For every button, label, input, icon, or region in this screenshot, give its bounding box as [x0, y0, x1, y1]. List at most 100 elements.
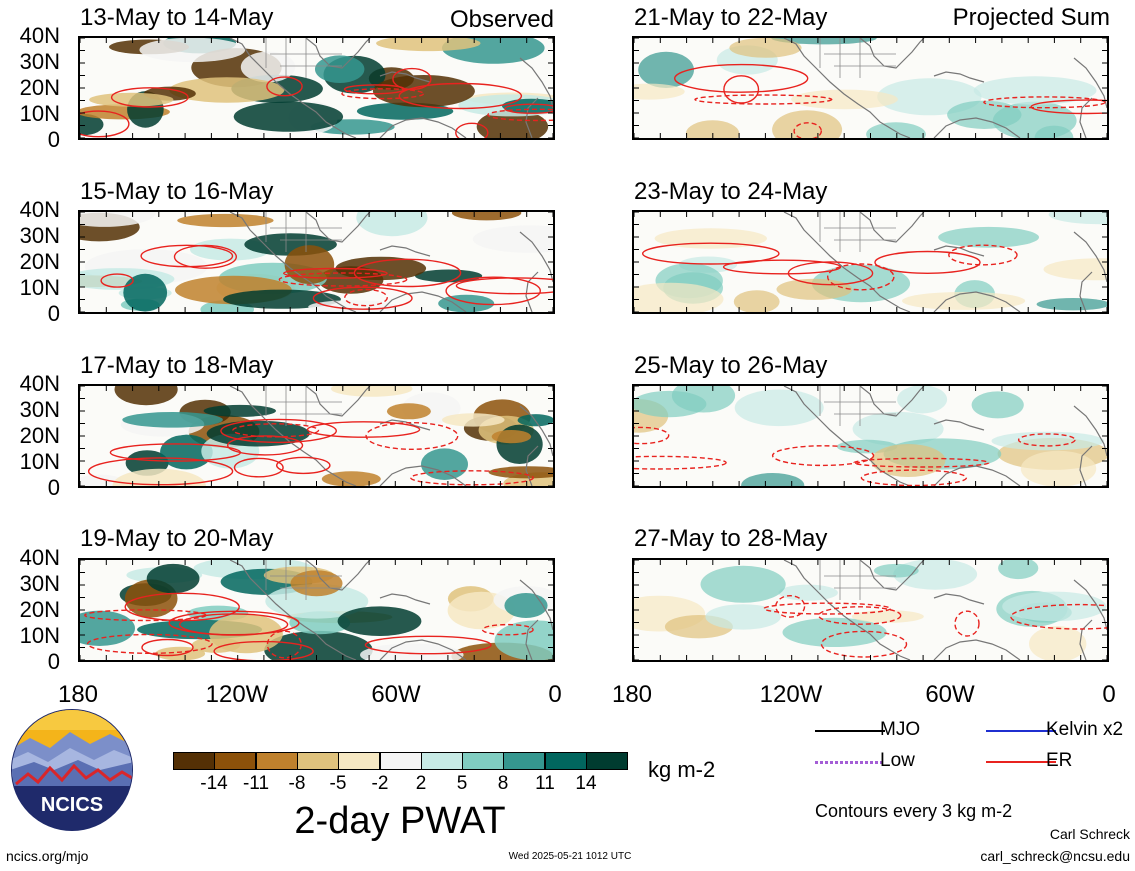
longitude-label: 180 [57, 681, 99, 708]
pwat-anomaly-blob [442, 413, 505, 427]
pwat-anomaly-blob [992, 101, 1077, 138]
coastline [229, 386, 553, 486]
pwat-anomaly-blob [776, 278, 853, 300]
pwat-anomaly-blob [315, 55, 365, 83]
pwat-anomaly-blob [685, 120, 740, 138]
ncics-logo: NCICS [10, 708, 134, 832]
contour-note: Contours every 3 kg m-2 [815, 801, 1013, 821]
legend-low: Low [880, 750, 915, 771]
axis-ticks [634, 386, 1107, 486]
er-contour [173, 244, 237, 269]
pwat-anomaly-blob [1048, 212, 1107, 225]
pwat-map-panel [78, 558, 555, 662]
er-contour [820, 630, 908, 658]
footer-timestamp: Wed 2025-05-21 1012 UTC [508, 851, 632, 862]
pwat-anomaly-blob [852, 411, 944, 446]
latitude-label: 30N [19, 223, 60, 248]
er-contour [178, 613, 289, 636]
pwat-anomaly-blob [700, 565, 786, 603]
pwat-anomaly-blob [1029, 626, 1087, 660]
er-contour [213, 640, 314, 660]
pwat-anomaly-blob [223, 289, 341, 309]
er-contour [410, 470, 535, 486]
er-contour [278, 272, 408, 287]
coastline [229, 38, 553, 138]
pwat-anomaly-blob [264, 630, 373, 660]
border-lines [819, 560, 896, 600]
colorbar-tick-label: -14 [200, 773, 228, 794]
er-contour [140, 244, 234, 268]
pwat-anomaly-blob [772, 110, 843, 138]
er-contour [1010, 603, 1107, 630]
er-contour [364, 635, 492, 655]
er-contour [1030, 99, 1107, 115]
colorbar-swatch [380, 752, 422, 770]
legend-er: ER [1046, 750, 1073, 771]
latitude-label: 20N [19, 423, 60, 448]
colorbar-swatch [421, 752, 463, 770]
pwat-anomaly-blob [729, 38, 802, 58]
low-line-swatch [815, 761, 885, 764]
er-contour [266, 630, 302, 659]
pwat-anomaly-blob [902, 291, 1026, 310]
colorbar-swatch [545, 752, 587, 770]
er-contour [227, 435, 304, 456]
pwat-anomaly-blob [330, 386, 413, 397]
pwat-anomaly-map [80, 38, 553, 138]
pwat-anomaly-map [80, 212, 553, 312]
pwat-anomaly-blob [146, 563, 200, 594]
border-lines [819, 386, 896, 426]
pwat-map-panel [78, 36, 555, 140]
colorbar-tick-label: 2 [415, 773, 427, 794]
er-contour [874, 250, 981, 274]
border-lines [265, 560, 342, 600]
latitude-label: 10N [19, 623, 60, 648]
pwat-anomaly-blob [938, 226, 1039, 248]
pwat-anomaly-blob [733, 290, 780, 312]
longitude-label: 120W [205, 681, 269, 708]
pwat-anomaly-blob [209, 613, 283, 654]
latitude-label: 30N [19, 397, 60, 422]
pwat-anomaly-blob [991, 431, 1105, 451]
pwat-anomaly-blob [80, 113, 104, 136]
pwat-anomaly-blob [290, 570, 343, 597]
pwat-map-panel [78, 384, 555, 488]
latitude-label: 40N [19, 545, 60, 570]
longitude-label: 180 [611, 681, 653, 708]
er-contour [306, 421, 421, 438]
colorbar-tick-label: -8 [288, 773, 306, 794]
er-contour [634, 455, 727, 470]
mjo-line-swatch [815, 730, 885, 732]
pwat-anomaly-map [634, 212, 1107, 312]
er-contour [455, 277, 553, 295]
pwat-anomaly-blob [734, 389, 824, 427]
latitude-label: 20N [19, 597, 60, 622]
border-lines [265, 212, 342, 252]
axis-ticks [80, 386, 553, 486]
latitude-label: 0 [47, 301, 60, 326]
latitude-label: 40N [19, 371, 60, 396]
pwat-map-panel [632, 558, 1109, 662]
coastline [229, 212, 553, 312]
pwat-anomaly-blob [1002, 591, 1107, 622]
pwat-anomaly-blob [638, 51, 694, 88]
panel-title: 23-May to 24-May [634, 178, 828, 205]
border-lines [819, 212, 896, 252]
panel-title: 15-May to 16-May [80, 178, 274, 205]
pwat-anomaly-blob [873, 563, 919, 578]
pwat-anomaly-blob [971, 391, 1024, 419]
pwat-anomaly-blob [112, 468, 206, 486]
colorbar-tick-label: 5 [456, 773, 468, 794]
axis-ticks [634, 212, 1107, 312]
longitude-label: 0 [1102, 681, 1116, 708]
er-contour [787, 261, 874, 286]
pwat-anomaly-blob [438, 294, 495, 312]
er-contour [266, 76, 303, 97]
border-lines [819, 38, 896, 78]
panel-tag-projected: Projected Sum [952, 4, 1110, 31]
coastline [783, 560, 1107, 660]
pwat-anomaly-blob [1036, 298, 1107, 311]
er-contour [344, 288, 388, 307]
latitude-label: 10N [19, 101, 60, 126]
latitude-label: 0 [47, 649, 60, 674]
